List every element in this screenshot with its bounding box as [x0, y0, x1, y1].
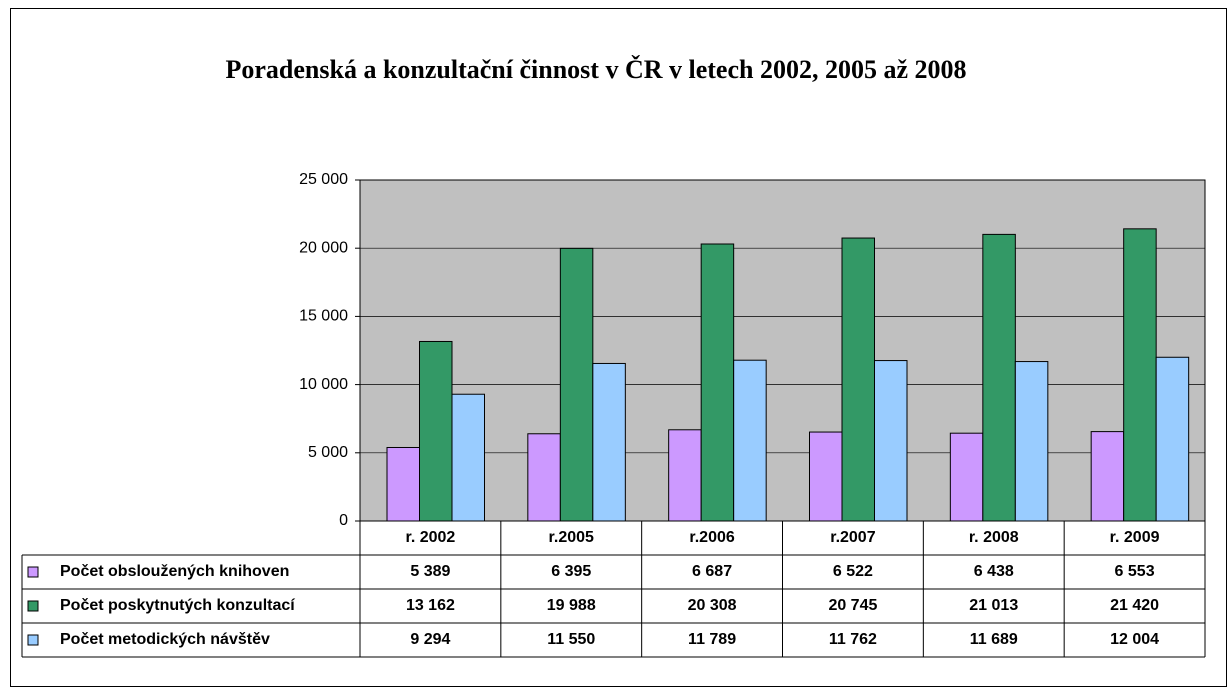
- bar: [949, 432, 984, 522]
- y-tick-label: 15 000: [299, 308, 348, 325]
- legend-key: [27, 634, 39, 646]
- table-value: 9 294: [410, 631, 450, 648]
- bar: [559, 247, 594, 522]
- x-tick-label: r.2007: [830, 529, 875, 546]
- table-value: 11 550: [547, 631, 595, 648]
- table-value: 19 988: [547, 597, 596, 614]
- table-value: 6 553: [1115, 563, 1155, 580]
- bar: [1123, 228, 1157, 522]
- x-tick-label: r. 2008: [969, 529, 1019, 546]
- x-tick-label: r. 2009: [1110, 529, 1160, 546]
- y-tick-label: 5 000: [308, 444, 348, 461]
- x-tick-label: r.2005: [549, 529, 594, 546]
- bar: [809, 431, 843, 522]
- bar: [1155, 356, 1190, 522]
- y-tick-label: 25 000: [299, 171, 348, 188]
- bar: [592, 362, 626, 522]
- legend-label: Počet poskytnutých konzultací: [60, 597, 295, 614]
- bar: [841, 237, 875, 522]
- bar: [700, 243, 735, 522]
- table-value: 21 420: [1110, 597, 1159, 614]
- y-tick-label: 10 000: [299, 376, 348, 393]
- bar: [874, 360, 908, 522]
- bar: [1090, 431, 1125, 522]
- x-tick-label: r.2006: [689, 529, 734, 546]
- bar: [527, 433, 561, 522]
- table-value: 21 013: [969, 597, 1018, 614]
- bar: [419, 340, 453, 522]
- y-tick-label: 0: [339, 512, 348, 529]
- bar: [386, 446, 420, 522]
- legend-key: [27, 600, 39, 612]
- chart-title: Poradenská a konzultační činnost v ČR v …: [226, 55, 967, 84]
- table-value: 12 004: [1110, 631, 1159, 648]
- table-value: 6 522: [833, 563, 873, 580]
- bar: [668, 429, 702, 522]
- table-value: 20 308: [688, 597, 737, 614]
- table-value: 6 687: [692, 563, 732, 580]
- table-value: 6 395: [551, 563, 591, 580]
- bar: [451, 393, 485, 522]
- plot-area: [359, 179, 1206, 522]
- legend-key: [27, 566, 39, 578]
- x-tick-label: r. 2002: [406, 529, 456, 546]
- table-value: 5 389: [410, 563, 450, 580]
- table-value: 11 689: [970, 631, 1018, 648]
- table-value: 6 438: [974, 563, 1014, 580]
- y-tick-label: 20 000: [299, 239, 348, 256]
- legend-label: Počet metodických návštěv: [60, 631, 270, 648]
- table-value: 11 789: [688, 631, 736, 648]
- bar: [733, 359, 767, 522]
- bar: [982, 233, 1016, 522]
- bar: [1014, 361, 1049, 522]
- table-value: 13 162: [406, 597, 455, 614]
- table-value: 20 745: [828, 597, 877, 614]
- legend-label: Počet obsloužených knihoven: [60, 563, 289, 580]
- table-value: 11 762: [829, 631, 877, 648]
